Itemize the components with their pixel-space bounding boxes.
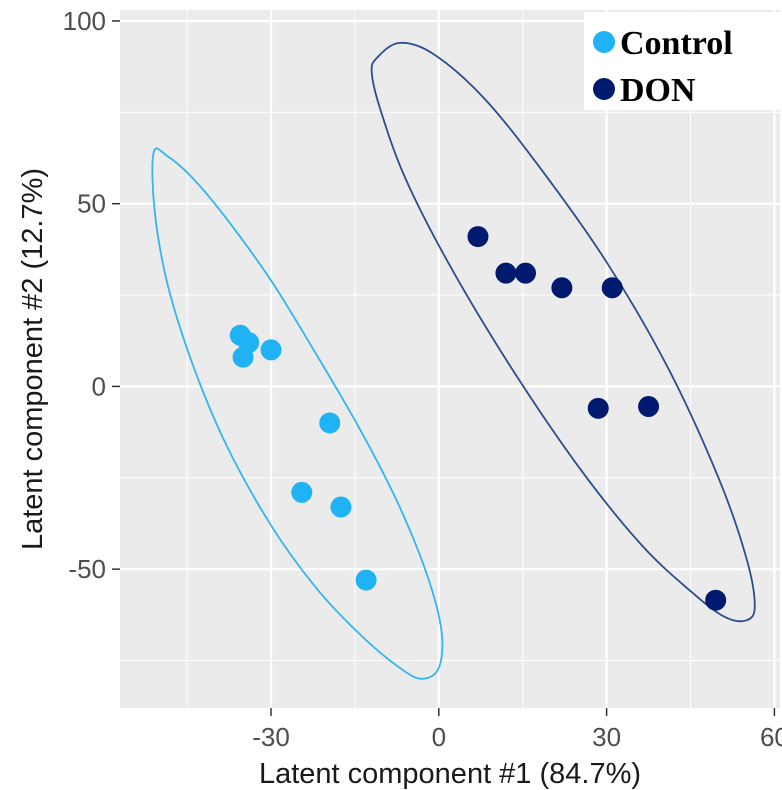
x-tick-label: -30	[252, 722, 290, 752]
x-axis-title: Latent component #1 (84.7%)	[259, 758, 641, 790]
don-point	[587, 397, 609, 419]
control-point	[291, 481, 313, 503]
control-point	[260, 339, 282, 361]
control-point	[355, 569, 377, 591]
y-tick-label: 50	[77, 189, 106, 219]
plot-panel	[120, 10, 780, 708]
control-ellipse	[151, 147, 444, 680]
x-tick-label: 60	[760, 722, 782, 752]
data-points	[229, 226, 727, 611]
x-tick-label: 30	[592, 722, 621, 752]
control-point	[330, 496, 352, 518]
control-point	[319, 412, 341, 434]
y-tick-label: 100	[63, 6, 106, 36]
legend-box	[584, 12, 780, 110]
y-axis-title: Latent component #2 (12.7%)	[17, 168, 49, 550]
don-point	[515, 262, 537, 284]
legend: Control DON	[584, 12, 780, 110]
don-point	[495, 262, 517, 284]
legend-control-marker	[593, 31, 615, 53]
don-point	[638, 396, 660, 418]
control-point	[232, 346, 254, 368]
legend-control-label: Control	[620, 25, 733, 62]
axes: -30 0 30 60 -50 0 50 100	[63, 6, 782, 752]
don-point	[601, 277, 623, 299]
don-point	[467, 226, 489, 248]
y-tick-label: 0	[92, 371, 106, 401]
y-tick-label: -50	[68, 554, 106, 584]
x-tick-label: 0	[432, 722, 446, 752]
don-ellipse	[370, 41, 756, 623]
confidence-ellipses	[151, 41, 756, 680]
don-point	[705, 589, 727, 611]
legend-don-marker	[593, 78, 615, 100]
legend-don-label: DON	[620, 72, 696, 109]
don-point	[551, 277, 573, 299]
